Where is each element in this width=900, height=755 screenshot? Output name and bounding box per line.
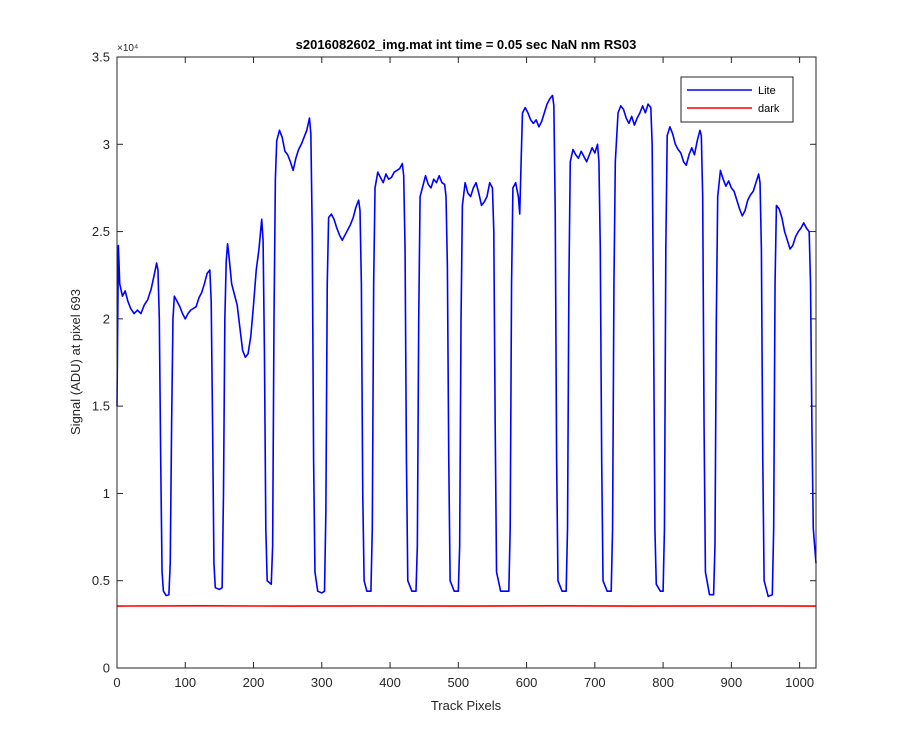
legend-label-dark: dark — [758, 103, 780, 115]
y-axis-title: Signal (ADU) at pixel 693 — [68, 289, 83, 435]
y-tick-label: 0.5 — [92, 573, 110, 588]
legend-box — [681, 77, 793, 122]
x-tick-label: 0 — [113, 675, 120, 690]
y-exponent-label: ×10⁴ — [117, 43, 138, 54]
y-tick-label: 2.5 — [92, 224, 110, 239]
y-tick-label: 0 — [103, 661, 110, 676]
y-tick-label: 1.5 — [92, 399, 110, 414]
x-axis-title: Track Pixels — [431, 698, 502, 713]
x-tick-label: 300 — [311, 675, 333, 690]
x-tick-label: 600 — [516, 675, 538, 690]
x-tick-label: 400 — [379, 675, 401, 690]
x-tick-label: 800 — [652, 675, 674, 690]
x-tick-label: 900 — [721, 675, 743, 690]
x-tick-label: 100 — [174, 675, 196, 690]
legend-label-lite: Lite — [758, 85, 776, 97]
x-tick-label: 500 — [447, 675, 469, 690]
y-tick-label: 3.5 — [92, 50, 110, 65]
y-tick-label: 3 — [103, 137, 110, 152]
x-tick-label: 1000 — [785, 675, 814, 690]
y-tick-label: 2 — [103, 311, 110, 326]
y-tick-label: 1 — [103, 486, 110, 501]
legend[interactable]: Lite dark — [681, 77, 793, 122]
x-tick-label: 200 — [243, 675, 265, 690]
x-tick-label: 700 — [584, 675, 606, 690]
chart-title: s2016082602_img.mat int time = 0.05 sec … — [296, 37, 637, 52]
